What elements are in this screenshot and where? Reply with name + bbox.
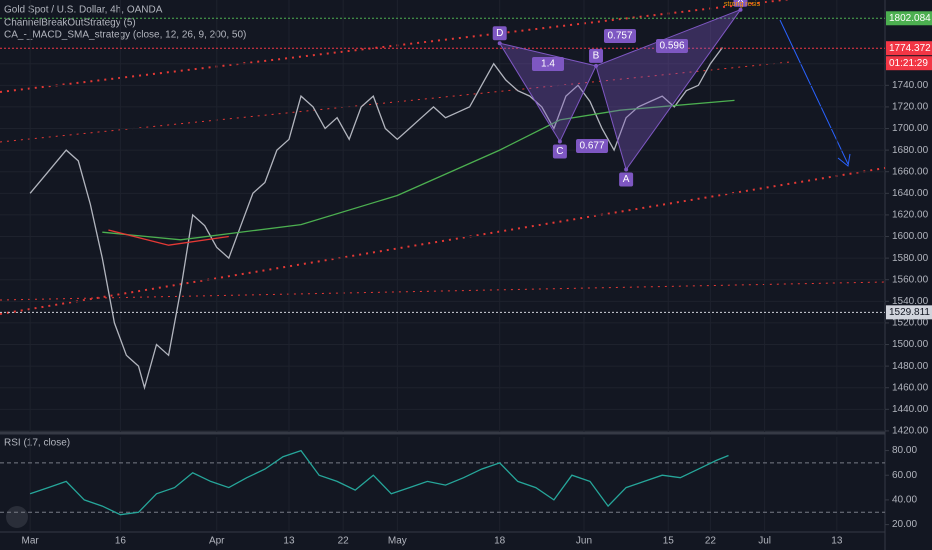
ratio-label: 0.757	[607, 31, 632, 42]
y-tick-label: 1660.00	[892, 166, 929, 177]
pattern-point	[594, 63, 599, 68]
pattern-label: C	[556, 146, 563, 157]
level-label: 1529.811	[889, 307, 930, 318]
x-tick-label: 22	[338, 536, 350, 547]
annotation: strong resis	[724, 1, 761, 8]
pattern-label: A	[623, 174, 630, 185]
pattern-tag	[552, 144, 567, 159]
pattern-tag	[492, 26, 507, 41]
x-tick-label: 15	[663, 536, 675, 547]
level-label: 1774.372	[889, 43, 931, 54]
price-line	[102, 99, 735, 241]
logo	[6, 506, 28, 528]
ratio-tag	[656, 39, 688, 53]
pattern-point	[557, 139, 562, 144]
pattern-point	[738, 7, 743, 12]
y-tick-label: 60.00	[892, 470, 917, 481]
ratio-tag	[532, 57, 564, 71]
x-tick-label: 18	[494, 536, 506, 547]
level-tag	[886, 41, 932, 56]
y-tick-label: 1500.00	[892, 339, 929, 350]
pattern-tag	[589, 48, 604, 63]
y-tick-label: 80.00	[892, 445, 917, 456]
price-line	[29, 47, 723, 391]
ratio-label: 0.677	[579, 141, 604, 152]
indicator-label: ChannelBreakOutStrategy (5)	[4, 18, 136, 29]
y-tick-label: 1420.00	[892, 426, 929, 437]
x-tick-label: Apr	[209, 536, 225, 547]
y-tick-label: 40.00	[892, 495, 917, 506]
pattern-label: D	[496, 28, 503, 39]
y-tick-label: 1620.00	[892, 210, 929, 221]
y-tick-label: 1640.00	[892, 188, 929, 199]
pattern-tag	[619, 172, 634, 187]
indicator-label: CA_-_MACD_SMA_strategy (close, 12, 26, 9…	[4, 30, 246, 41]
pattern-point	[624, 167, 629, 172]
pattern-label: X	[737, 0, 744, 5]
ratio-label: 1.4	[541, 59, 555, 70]
x-tick-label: 22	[705, 536, 717, 547]
price-line	[108, 229, 229, 246]
x-tick-label: 16	[115, 536, 127, 547]
x-tick-label: Mar	[21, 536, 39, 547]
y-tick-label: 20.00	[892, 519, 917, 530]
pattern-shape	[595, 8, 742, 171]
level-label: 1802.084	[889, 13, 931, 24]
y-tick-label: 1460.00	[892, 382, 929, 393]
pattern-label: B	[593, 51, 600, 62]
countdown: 01:21:29	[889, 58, 928, 69]
x-tick-label: 13	[831, 536, 843, 547]
y-tick-label: 1680.00	[892, 145, 929, 156]
pattern-tag	[733, 0, 748, 7]
y-tick-label: 1720.00	[892, 102, 929, 113]
pattern-shape	[498, 42, 597, 143]
rsi-title: RSI (17, close)	[4, 438, 70, 449]
ratio-tag	[576, 139, 608, 153]
countdown-tag	[886, 56, 932, 71]
price-line	[29, 449, 729, 516]
main-title: Gold Spot / U.S. Dollar, 4h, OANDA	[4, 5, 163, 16]
y-tick-label: 1560.00	[892, 274, 929, 285]
y-tick-label: 1440.00	[892, 404, 929, 415]
ratio-label: 0.596	[659, 41, 684, 52]
y-tick-label: 1700.00	[892, 123, 929, 134]
level-tag	[886, 305, 932, 320]
x-tick-label: Jun	[576, 536, 592, 547]
y-tick-label: 1600.00	[892, 231, 929, 242]
x-tick-label: May	[388, 536, 407, 547]
pattern-point	[497, 41, 502, 46]
y-tick-label: 1540.00	[892, 296, 929, 307]
y-tick-label: 1480.00	[892, 361, 929, 372]
y-tick-label: 1520.00	[892, 318, 929, 329]
y-tick-label: 1740.00	[892, 80, 929, 91]
level-tag	[886, 11, 932, 26]
ratio-tag	[604, 29, 636, 43]
x-tick-label: 13	[283, 536, 295, 547]
y-tick-label: 1580.00	[892, 253, 929, 264]
x-tick-label: Jul	[758, 536, 771, 547]
